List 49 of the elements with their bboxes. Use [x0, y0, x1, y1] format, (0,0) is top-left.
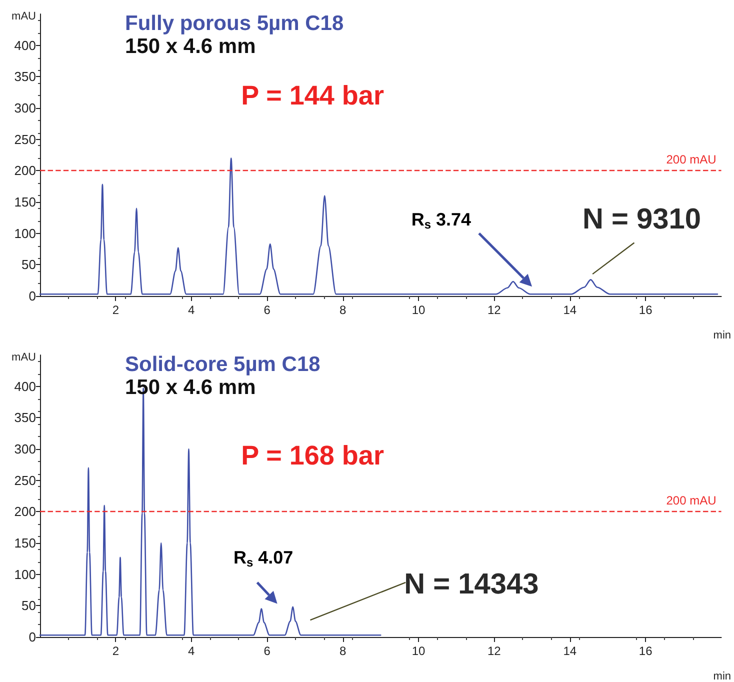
y-tick-label: 0: [28, 288, 36, 304]
y-axis-title: mAU: [12, 10, 36, 22]
x-tick-label: 6: [264, 303, 271, 317]
x-tick-label: 6: [264, 644, 271, 658]
y-tick-label: 50: [22, 598, 36, 614]
x-tick-label: 16: [638, 303, 653, 317]
x-axis-title: min: [713, 670, 732, 682]
y-tick-label: 350: [14, 410, 36, 426]
chart-title: Fully porous 5µm C18: [125, 12, 344, 35]
ref-line-label: 200 mAU: [666, 152, 716, 167]
text: 150 x 4.6 mm: [125, 376, 256, 399]
x-tick-label: 8: [339, 644, 346, 658]
x-tick-label: 8: [339, 303, 346, 317]
chart-title: Solid-core 5µm C18: [125, 353, 321, 376]
y-tick-label: 100: [14, 226, 36, 241]
y-tick-label: 300: [14, 442, 36, 456]
y-tick-label: 150: [14, 536, 36, 550]
x-tick-label: 4: [188, 644, 196, 658]
x-tick-label: 2: [112, 303, 120, 317]
line-series: [39, 157, 718, 295]
x-tick-label: 14: [563, 303, 577, 317]
y-tick-label: 200: [14, 163, 36, 178]
x-tick-label: 10: [412, 644, 426, 658]
x-tick-label: 12: [488, 644, 502, 658]
y-tick-label: 100: [14, 566, 36, 582]
x-tick-label: 14: [563, 644, 577, 658]
annotation: P = 168 bar: [241, 440, 384, 470]
annotation: P = 144 bar: [241, 80, 384, 110]
y-tick-label: 400: [14, 378, 36, 394]
ref-line-label: 200 mAU: [666, 494, 716, 508]
x-tick-label: 10: [412, 303, 426, 317]
y-tick-label: 400: [14, 38, 36, 53]
y-tick-label: 250: [14, 132, 36, 147]
x-tick-label: 12: [488, 303, 502, 317]
x-axis-title: min: [713, 330, 732, 342]
x-tick-label: 2: [112, 644, 120, 658]
y-axis-title: mAU: [12, 352, 36, 364]
y-tick-label: 50: [22, 257, 36, 272]
y-tick-label: 0: [28, 630, 36, 644]
text: 150 x 4.6 mm: [125, 35, 256, 58]
y-tick-label: 150: [14, 194, 36, 210]
y-tick-label: 300: [14, 100, 36, 116]
annotation: N = 14343: [404, 568, 539, 600]
y-tick-label: 250: [14, 472, 36, 488]
x-tick-label: 16: [638, 644, 653, 658]
y-tick-label: 200: [14, 504, 36, 520]
y-tick-label: 350: [14, 69, 36, 84]
x-tick-label: 4: [188, 303, 196, 317]
annotation: N = 9310: [582, 204, 702, 236]
